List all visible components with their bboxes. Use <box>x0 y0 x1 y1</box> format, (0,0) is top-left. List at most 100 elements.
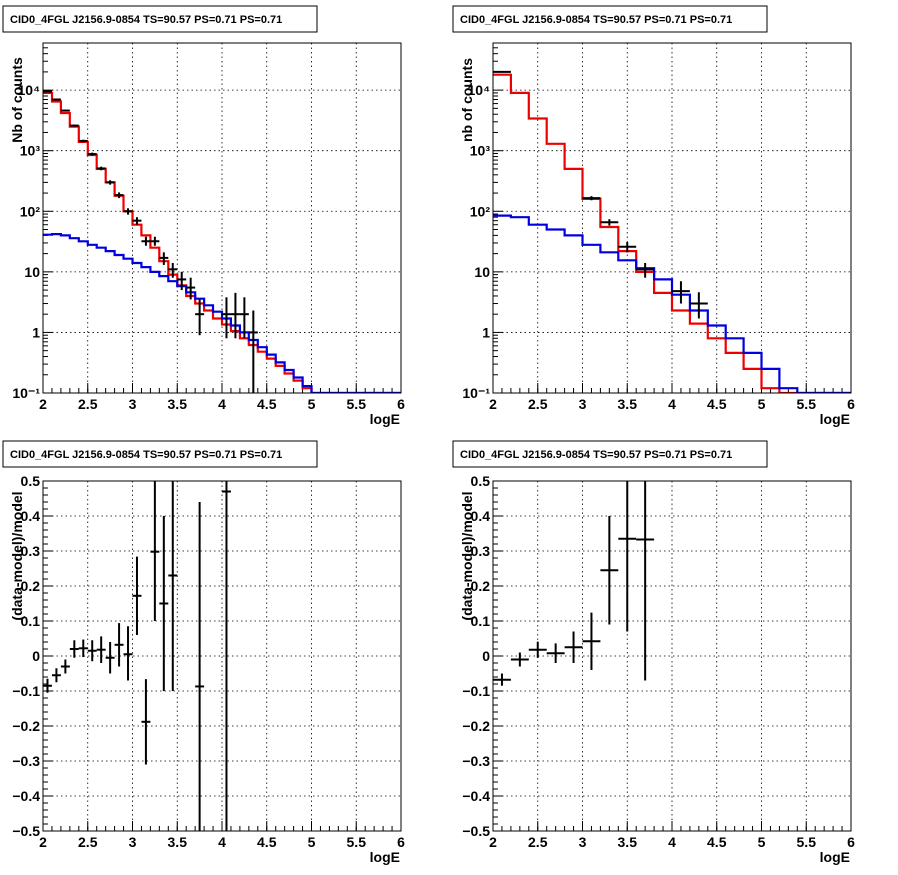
x-tick-label: 3.5 <box>168 396 188 412</box>
data-point <box>493 673 511 686</box>
x-tick-label: 3.5 <box>618 834 638 850</box>
x-tick-label: 2.5 <box>528 834 548 850</box>
model-histogram <box>493 73 851 393</box>
x-tick-label: 6 <box>847 834 855 850</box>
data-point <box>69 124 79 127</box>
y-tick-label: 0.1 <box>21 613 41 629</box>
data-point <box>78 639 88 658</box>
data-point <box>51 668 61 683</box>
pad-title-box <box>2 440 318 468</box>
data-point <box>105 180 115 185</box>
data-point <box>546 643 565 663</box>
data-point <box>69 640 79 658</box>
y-tick-label: 1 <box>482 324 490 340</box>
x-tick-label: 6 <box>847 396 855 412</box>
x-axis-title: logE <box>820 849 850 865</box>
x-tick-label: 4 <box>668 396 676 412</box>
data-point <box>141 236 151 246</box>
plot-area: 2 2.5 3 3.5 4 4.5 5 5.5 6 −0.5 −0.4 −0.3 −0.2 −0.1 0 0.… <box>462 473 855 850</box>
data-point <box>132 217 142 225</box>
y-tick-label: 0 <box>482 648 490 664</box>
x-tick-label: 3 <box>129 396 137 412</box>
pad-bottom-right-residuals: CID0_4FGL J2156.9-0854 TS=90.57 PS=0.71 … <box>452 440 855 865</box>
data-point <box>222 297 231 339</box>
y-tick-label: 0.2 <box>471 578 491 594</box>
data-point <box>87 640 97 662</box>
data-point <box>672 281 690 304</box>
data-point <box>159 252 169 265</box>
data-point <box>177 271 187 291</box>
y-tick-label: 1 <box>32 324 40 340</box>
data-point <box>528 641 547 658</box>
y-tick-label: −0.3 <box>12 753 40 769</box>
x-tick-label: 3 <box>579 834 587 850</box>
data-point <box>114 192 124 199</box>
y-tick-label: 10⁻¹ <box>12 385 40 401</box>
data-layer <box>43 481 231 831</box>
data-point <box>105 642 115 674</box>
data-layer <box>493 70 851 393</box>
data-point <box>150 236 160 246</box>
data-layer <box>493 481 655 686</box>
data-point <box>43 678 52 693</box>
y-tick-label: 0.4 <box>21 508 41 524</box>
pad-top-right-counts: CID0_4FGL J2156.9-0854 TS=90.57 PS=0.71 … <box>452 5 855 427</box>
plot-frame <box>42 42 402 394</box>
model-histogram <box>493 214 851 393</box>
x-tick-label: 5.5 <box>797 834 817 850</box>
plot-frame <box>492 480 852 832</box>
y-tick-label: −0.5 <box>462 823 490 839</box>
data-point <box>222 481 231 831</box>
data-point <box>186 277 196 300</box>
data-point <box>159 516 169 691</box>
x-tick-label: 3 <box>129 834 137 850</box>
plot-area: 2 2.5 3 3.5 4 4.5 5 5.5 6 10⁻¹ 1 10 10² 10³ 10⁴ <box>462 42 855 412</box>
y-tick-label: −0.1 <box>462 683 490 699</box>
data-point <box>114 623 124 667</box>
x-tick-label: 5 <box>758 834 766 850</box>
x-tick-label: 4.5 <box>707 834 727 850</box>
pad-title-box <box>452 440 768 468</box>
x-tick-label: 3.5 <box>618 396 638 412</box>
pad-title: CID0_4FGL J2156.9-0854 TS=90.57 PS=0.71 … <box>10 449 282 461</box>
data-point <box>636 263 655 278</box>
data-point <box>582 196 601 201</box>
data-point <box>87 152 97 156</box>
y-tick-label: 0.5 <box>471 473 491 489</box>
y-tick-label: −0.1 <box>12 683 40 699</box>
x-tick-label: 2.5 <box>78 834 98 850</box>
data-point <box>96 166 106 171</box>
y-tick-label: 0.5 <box>21 473 41 489</box>
plot-area: 2 2.5 3 3.5 4 4.5 5 5.5 6 −0.5 −0.4 −0.3 −0.2 −0.1 0 0.… <box>12 473 405 850</box>
pad-title: CID0_4FGL J2156.9-0854 TS=90.57 PS=0.71 … <box>460 14 732 26</box>
y-tick-label: 10³ <box>470 143 491 159</box>
pad-title: CID0_4FGL J2156.9-0854 TS=90.57 PS=0.71 … <box>460 449 732 461</box>
data-point <box>141 679 151 765</box>
y-tick-label: 10³ <box>20 143 41 159</box>
y-tick-label: 10 <box>24 264 40 280</box>
y-tick-label: 10² <box>470 203 491 219</box>
x-tick-label: 5.5 <box>347 834 367 850</box>
y-tick-label: 10⁴ <box>468 82 491 98</box>
data-point <box>636 481 655 681</box>
pad-bottom-left-residuals: CID0_4FGL J2156.9-0854 TS=90.57 PS=0.71 … <box>2 440 405 865</box>
y-axis-title: nb of counts <box>459 58 475 142</box>
y-tick-label: −0.5 <box>12 823 40 839</box>
data-point <box>689 292 708 319</box>
plot-frame <box>492 42 852 394</box>
data-point <box>96 636 106 663</box>
y-axis-title: Nb of counts <box>9 57 25 143</box>
y-tick-label: −0.3 <box>462 753 490 769</box>
data-point <box>582 612 601 670</box>
x-tick-label: 3 <box>579 396 587 412</box>
data-point <box>123 208 133 215</box>
y-tick-label: 10⁻¹ <box>462 385 490 401</box>
data-point <box>195 299 205 336</box>
x-tick-label: 5 <box>308 396 316 412</box>
y-tick-label: 0.4 <box>471 508 491 524</box>
data-point <box>195 502 205 831</box>
data-point <box>493 70 511 73</box>
data-point <box>168 481 178 691</box>
